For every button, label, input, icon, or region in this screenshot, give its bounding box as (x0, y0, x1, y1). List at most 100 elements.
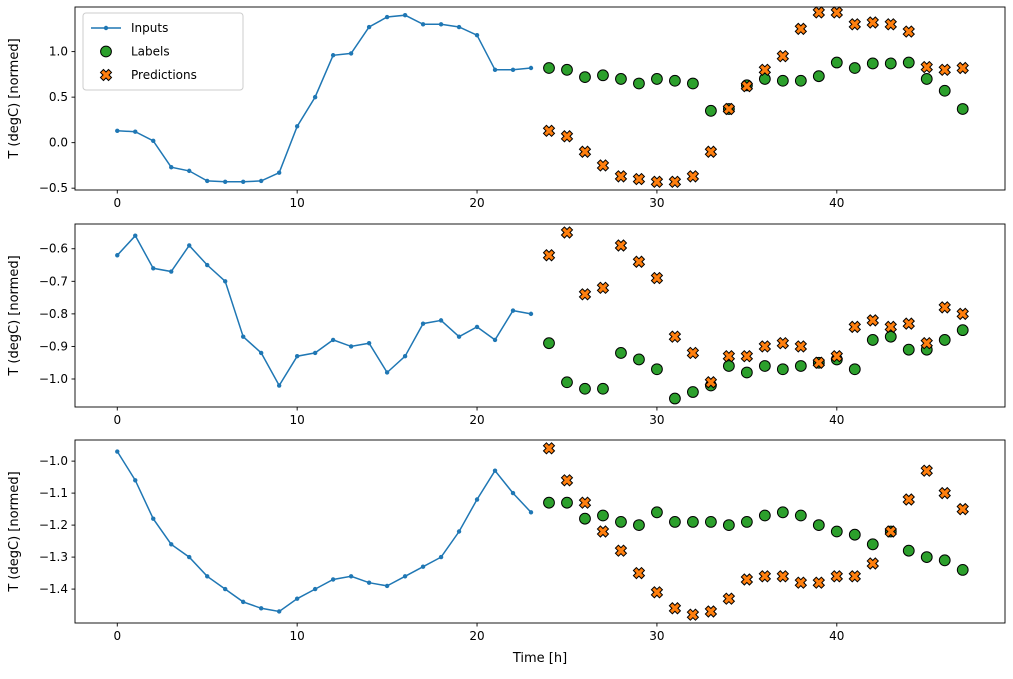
inputs-point (528, 65, 534, 71)
y-axis-label: T (degC) [normed] (7, 38, 22, 159)
predictions-point (956, 502, 969, 516)
y-tick-label: −0.6 (39, 242, 68, 256)
inputs-point (528, 510, 534, 515)
inputs-point (223, 586, 228, 592)
labels-point (758, 509, 771, 522)
inputs-point (348, 51, 354, 56)
inputs-point (312, 586, 318, 592)
labels-point (794, 509, 807, 522)
inputs-point (115, 449, 120, 454)
predictions-point (722, 349, 736, 363)
predictions-point (758, 340, 772, 353)
inputs-point (510, 490, 516, 496)
legend-predictions-x-sample (99, 68, 113, 82)
predictions-point (794, 576, 808, 589)
labels-point (902, 343, 915, 356)
inputs-point (223, 179, 228, 185)
inputs-point (474, 497, 480, 502)
labels-point (920, 73, 933, 85)
labels-point (830, 56, 843, 69)
inputs-point (169, 165, 174, 170)
labels-point (776, 363, 789, 376)
y-tick-label: −0.5 (39, 181, 68, 195)
series-inputs (115, 449, 534, 614)
labels-point (651, 73, 663, 85)
predictions-point (560, 474, 574, 487)
labels-point (561, 496, 573, 509)
inputs-point (510, 67, 516, 73)
predictions-point (542, 249, 556, 262)
inputs-line (116, 234, 532, 387)
inputs-point (151, 516, 156, 521)
x-tick-label: 40 (829, 629, 844, 643)
inputs-point (402, 12, 408, 18)
predictions-point (686, 346, 700, 360)
predictions-point (722, 592, 736, 605)
labels-point (669, 516, 681, 528)
inputs-point (492, 337, 498, 343)
predictions-point (560, 226, 574, 239)
predictions-point (740, 79, 754, 93)
subplot-1: 0 10 20 30 40 −0.5 0.0 0.5 1.0 T (degC) [normed] (7, 6, 1006, 210)
inputs-point (276, 383, 282, 388)
labels-point (543, 62, 555, 74)
predictions-point (866, 557, 880, 570)
labels-point (579, 512, 591, 525)
predictions-point (578, 145, 592, 158)
inputs-point (420, 321, 426, 326)
predictions-point (668, 602, 682, 615)
predictions-point (776, 336, 790, 350)
predictions-point (956, 61, 969, 75)
x-tick-label: 0 (113, 196, 121, 210)
inputs-point (420, 22, 426, 27)
predictions-point (830, 6, 844, 19)
predictions-point (830, 349, 844, 363)
predictions-point (884, 320, 897, 334)
inputs-point (366, 340, 372, 346)
inputs-point (492, 468, 498, 473)
x-axis-label: Time [h] (512, 651, 567, 666)
y-tick-label: −1.0 (39, 454, 68, 468)
y-axis-label: T (degC) [normed] (7, 255, 22, 376)
inputs-point (133, 129, 138, 134)
predictions-point (632, 255, 646, 268)
inputs-point (240, 334, 246, 339)
inputs-point (384, 14, 390, 20)
inputs-point (348, 344, 354, 349)
predictions-point (920, 60, 933, 74)
labels-point (561, 376, 573, 389)
inputs-point (402, 354, 408, 359)
predictions-point (596, 281, 610, 295)
predictions-point (956, 307, 969, 321)
predictions-point (812, 6, 826, 19)
y-tick-label: −1.2 (39, 518, 68, 532)
inputs-point (258, 350, 264, 356)
predictions-point (596, 159, 610, 172)
inputs-point (366, 24, 372, 30)
labels-point (776, 506, 789, 519)
predictions-point (758, 63, 772, 77)
inputs-point (187, 243, 192, 248)
x-tick-label: 20 (469, 196, 484, 210)
labels-point (848, 363, 861, 376)
inputs-point (492, 67, 498, 73)
labels-point (704, 104, 717, 117)
inputs-point (276, 170, 282, 175)
predictions-point (740, 349, 754, 363)
inputs-point (438, 22, 444, 27)
inputs-point (115, 253, 120, 258)
inputs-point (384, 370, 390, 375)
series-predictions (542, 442, 969, 621)
labels-point (687, 386, 699, 398)
labels-point (902, 544, 915, 557)
legend-inputs-dot-sample (103, 25, 109, 31)
inputs-point (420, 564, 426, 569)
inputs-point (240, 179, 246, 185)
inputs-point (240, 599, 246, 605)
labels-point (866, 334, 879, 346)
series-inputs (115, 12, 534, 185)
inputs-point (510, 308, 516, 313)
predictions-point (848, 570, 862, 583)
x-tick-label: 30 (649, 196, 664, 210)
inputs-point (528, 311, 534, 317)
